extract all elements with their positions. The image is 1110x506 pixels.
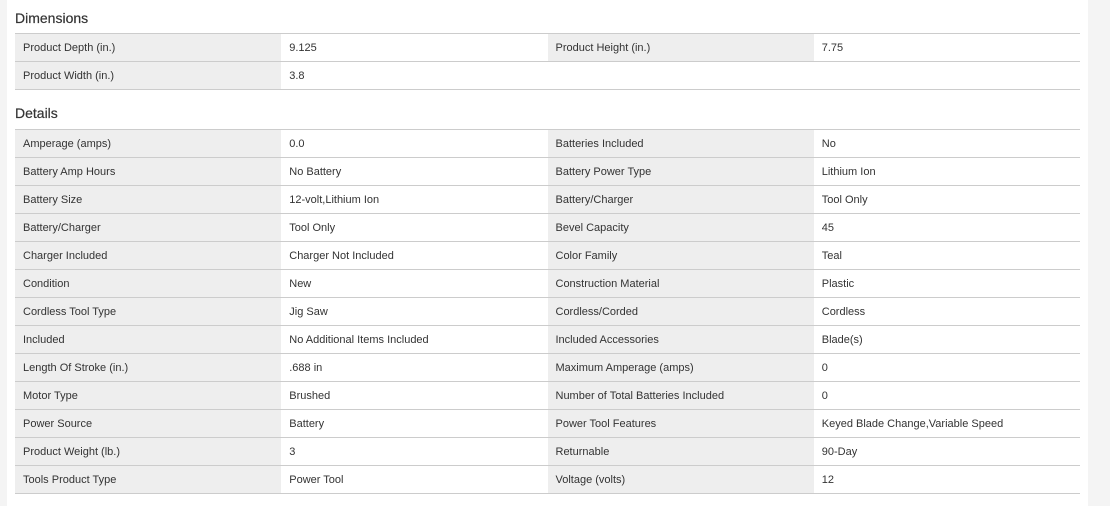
spec-value: Blade(s) [813,325,1080,354]
spec-label: Battery Size [15,185,282,214]
spec-label [547,61,814,90]
table-row: Included No Additional Items Included Incl… [15,325,1080,354]
spec-label: Power Source [15,409,282,438]
spec-label: Charger Included [15,241,282,270]
spec-value: 3 [281,437,548,466]
spec-label: Length Of Stroke (in.) [15,353,282,382]
spec-value: Battery [281,409,548,438]
spec-value: Plastic [813,269,1080,298]
spec-value: No [813,129,1080,158]
spec-value: 0.0 [281,129,548,158]
table-row: Battery Amp Hours No Battery Battery Power… [15,157,1080,186]
spec-label: Returnable [547,437,814,466]
spec-value: 12 [813,465,1080,494]
spec-value: Tool Only [813,185,1080,214]
table-row: Tools Product Type Power Tool Voltage (vol… [15,465,1080,494]
table-row: Condition New Construction Material Plastic [15,269,1080,298]
table-row: Product Depth (in.) 9.125 Product Height (… [15,33,1080,62]
spec-label: Product Height (in.) [547,33,814,62]
spec-value: 3.8 [281,61,548,90]
table-row: Power Source Battery Power Tool Features Ke… [15,409,1080,438]
spec-label: Included Accessories [547,325,814,354]
table-row: Amperage (amps) 0.0 Batteries Included No [15,129,1080,158]
table-row: Cordless Tool Type Jig Saw Cordless/Corded… [15,297,1080,326]
spec-value: Keyed Blade Change,Variable Speed [813,409,1080,438]
spec-label: Voltage (volts) [547,465,814,494]
spec-value: New [281,269,548,298]
table-row: Length Of Stroke (in.) .688 in Maximum Amp… [15,353,1080,382]
spec-label: Battery/Charger [15,213,282,242]
spec-value: 7.75 [813,33,1080,62]
spec-label: Batteries Included [547,129,814,158]
spec-label: Product Depth (in.) [15,33,282,62]
spec-label: Product Width (in.) [15,61,282,90]
spec-value: Power Tool [281,465,548,494]
spec-label: Battery Amp Hours [15,157,282,186]
spec-label: Condition [15,269,282,298]
details-table: Amperage (amps) 0.0 Batteries Included No Ba… [15,129,1080,494]
spec-label: Maximum Amperage (amps) [547,353,814,382]
spec-label: Product Weight (lb.) [15,437,282,466]
spec-label: Cordless Tool Type [15,297,282,326]
spec-label: Included [15,325,282,354]
table-row: Product Weight (lb.) 3 Returnable 90-Day [15,437,1080,466]
section-title-dimensions: Dimensions [15,10,89,26]
spec-label: Cordless/Corded [547,297,814,326]
dimensions-table: Product Depth (in.) 9.125 Product Height (… [15,33,1080,90]
specifications-panel: Dimensions Product Depth (in.) 9.125 Produ… [7,0,1088,506]
spec-label: Power Tool Features [547,409,814,438]
spec-label: Amperage (amps) [15,129,282,158]
spec-value: Tool Only [281,213,548,242]
table-row: Motor Type Brushed Number of Total Batteri… [15,381,1080,410]
spec-label: Battery Power Type [547,157,814,186]
spec-value: Lithium Ion [813,157,1080,186]
spec-label: Construction Material [547,269,814,298]
spec-value: 90-Day [813,437,1080,466]
spec-label: Color Family [547,241,814,270]
spec-value: 0 [813,353,1080,382]
spec-label: Tools Product Type [15,465,282,494]
table-row: Battery/Charger Tool Only Bevel Capacity 45 [15,213,1080,242]
section-title-details: Details [15,105,58,121]
spec-value: Teal [813,241,1080,270]
spec-value: 45 [813,213,1080,242]
spec-label: Bevel Capacity [547,213,814,242]
spec-label: Motor Type [15,381,282,410]
spec-label: Battery/Charger [547,185,814,214]
spec-value: Brushed [281,381,548,410]
spec-label: Number of Total Batteries Included [547,381,814,410]
spec-value: .688 in [281,353,548,382]
spec-value: 12-volt,Lithium Ion [281,185,548,214]
table-row: Product Width (in.) 3.8 [15,61,1080,90]
spec-value: No Additional Items Included [281,325,548,354]
spec-value: Cordless [813,297,1080,326]
spec-value: 9.125 [281,33,548,62]
spec-value: Jig Saw [281,297,548,326]
spec-value: Charger Not Included [281,241,548,270]
spec-value: 0 [813,381,1080,410]
spec-value: No Battery [281,157,548,186]
spec-value [813,61,1080,90]
table-row: Charger Included Charger Not Included Colo… [15,241,1080,270]
table-row: Battery Size 12-volt,Lithium Ion Battery/C… [15,185,1080,214]
